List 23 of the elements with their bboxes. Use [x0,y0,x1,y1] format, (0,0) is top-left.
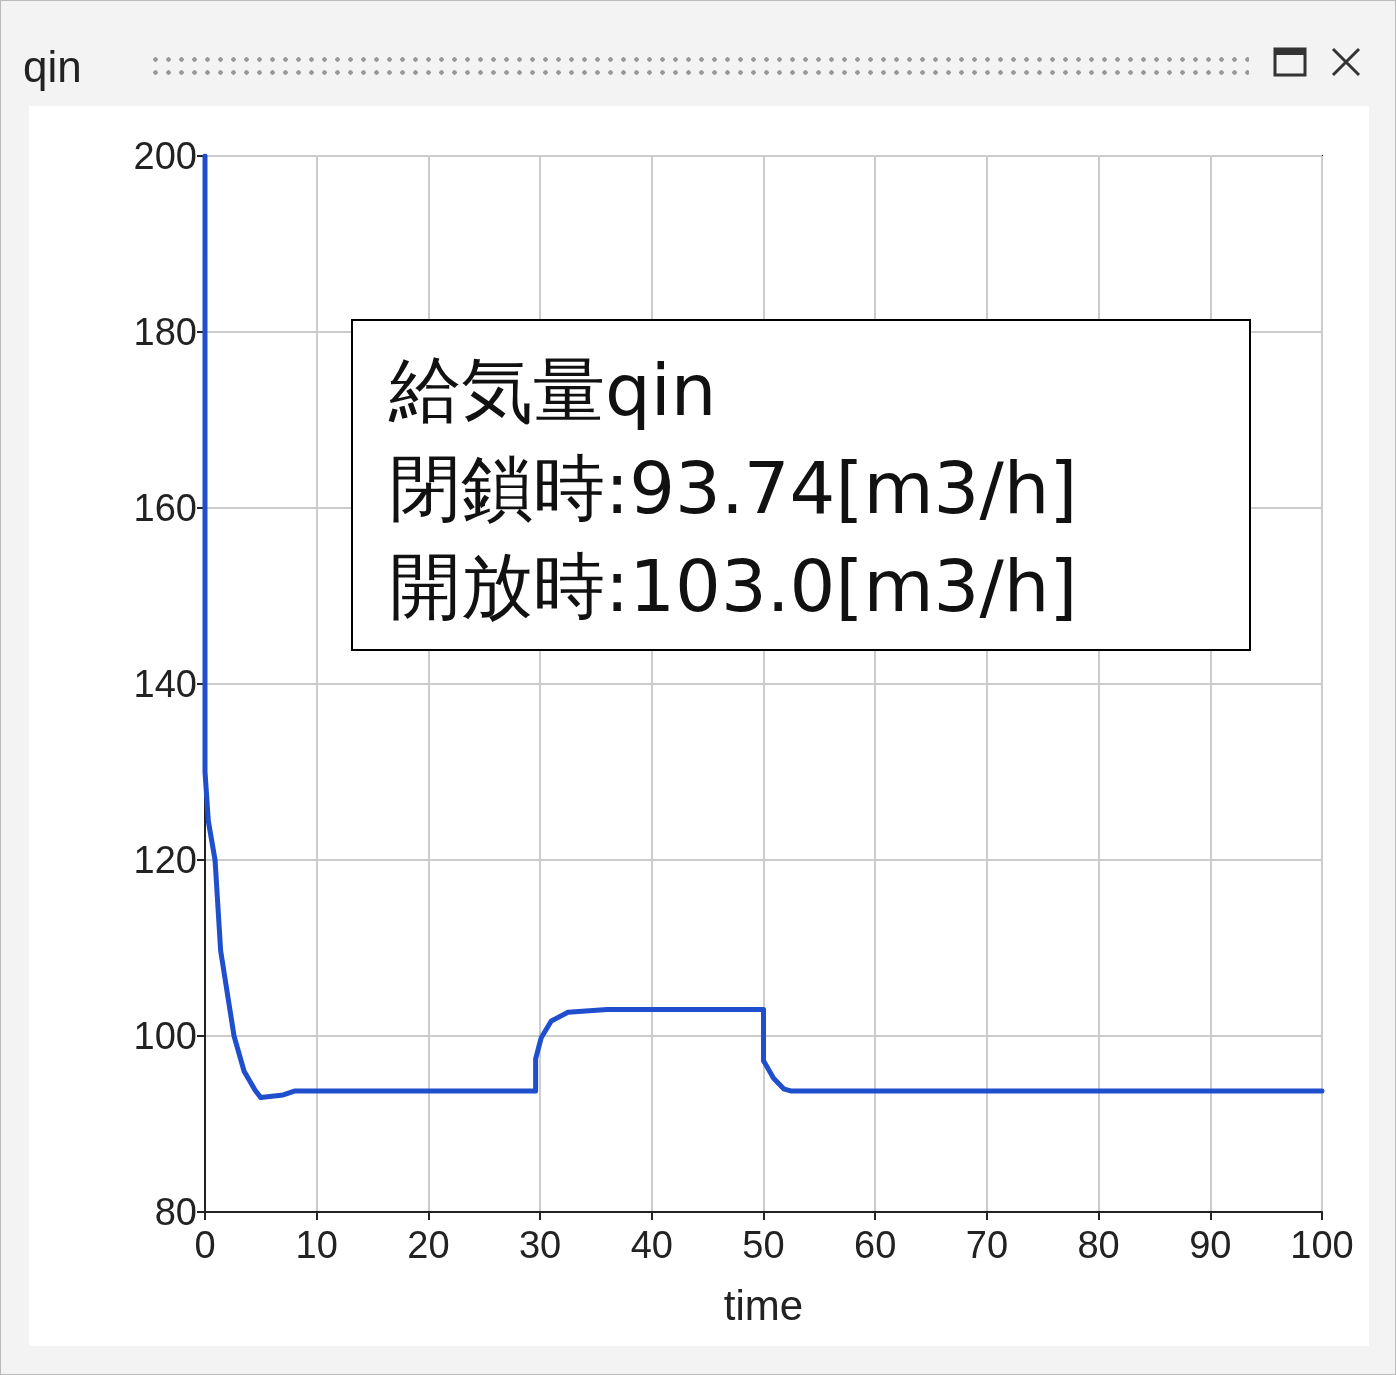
y-tick-label: 80 [154,1191,197,1233]
y-tick-label: 160 [133,487,197,529]
x-tick-label: 30 [518,1224,562,1266]
y-tick-label: 200 [133,135,197,177]
x-tick-label: 80 [1077,1224,1120,1266]
y-tick-label: 140 [133,663,197,705]
x-tick-label: 0 [194,1224,216,1266]
x-tick-label: 20 [407,1224,450,1266]
x-tick-label: 90 [1189,1224,1232,1266]
y-tick-label: 120 [133,839,197,881]
chart-title: qin [23,42,82,91]
x-tick-label: 60 [854,1224,897,1266]
y-tick-label: 180 [133,311,197,353]
y-tick-label: 100 [133,1015,197,1057]
annotation: 給気量qin [389,347,718,434]
x-axis-title: time [723,1281,804,1329]
x-tick-label: 10 [295,1224,338,1266]
annotation: 開放時:103.0[m3/h] [389,543,1079,630]
x-tick-label: 100 [1290,1224,1354,1266]
x-tick-label: 70 [965,1224,1009,1266]
x-tick-label: 50 [742,1224,785,1266]
annotation: 閉鎖時:93.74[m3/h] [389,445,1079,532]
x-tick-label: 40 [630,1224,673,1266]
